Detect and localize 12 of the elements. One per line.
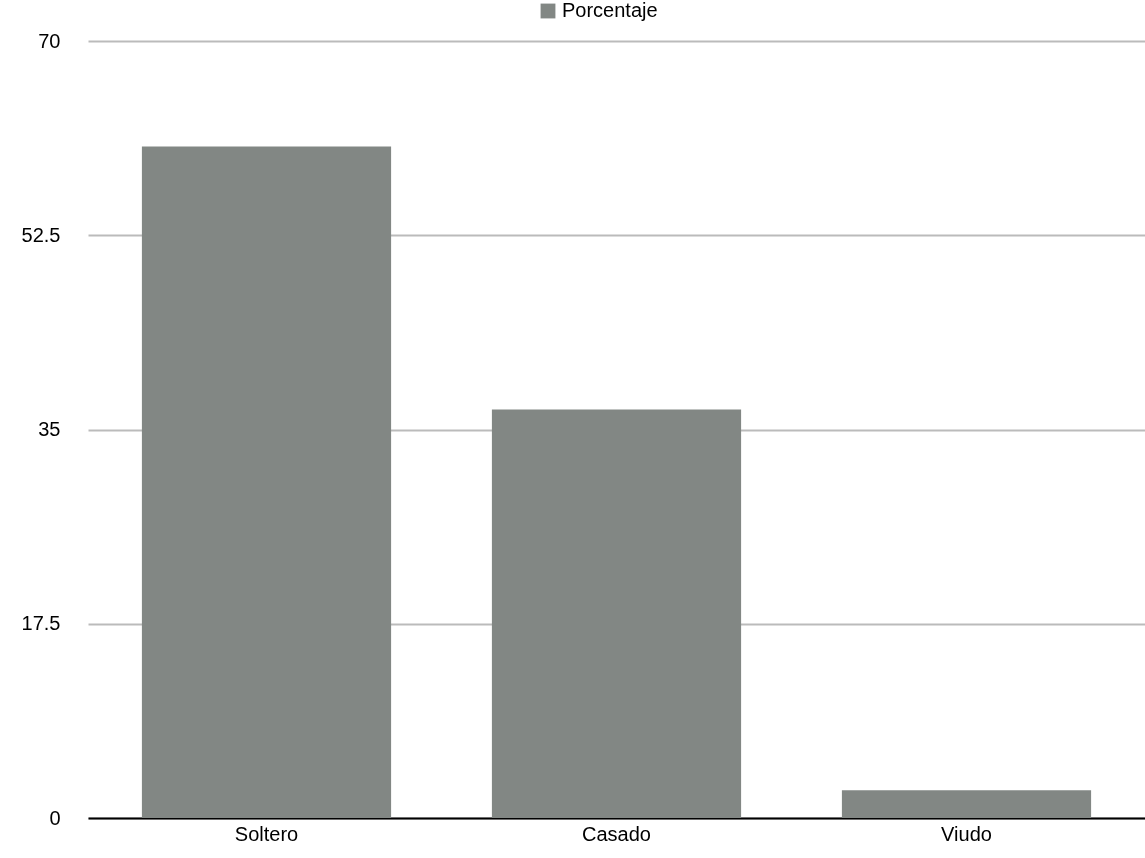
bar	[141, 146, 392, 818]
y-tick-label: 70	[38, 29, 61, 52]
y-tick-label: 0	[49, 806, 61, 829]
legend-label: Porcentaje	[562, 0, 658, 21]
y-tick-label: 52.5	[21, 223, 61, 246]
y-tick-label: 35	[38, 418, 61, 440]
bar	[841, 790, 1092, 818]
x-tick-label: Viudo	[941, 822, 992, 845]
x-tick-label: Soltero	[234, 822, 299, 845]
y-tick-label: 17.5	[21, 612, 61, 635]
x-tick-label: Casado	[582, 822, 651, 845]
bar	[491, 409, 742, 818]
